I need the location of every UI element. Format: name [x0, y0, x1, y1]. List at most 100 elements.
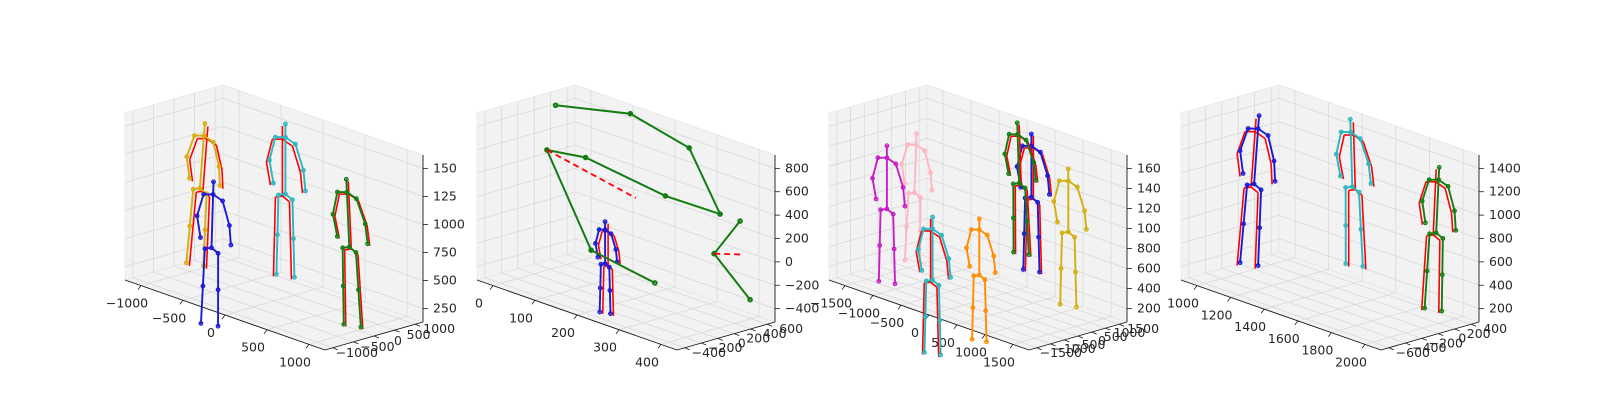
bone [917, 227, 925, 251]
joint-marker [923, 314, 928, 320]
bone [355, 197, 367, 225]
joint-marker [1343, 261, 1349, 267]
bone [204, 192, 208, 231]
x-gridline [900, 110, 1000, 306]
joint-marker [216, 164, 222, 169]
y-gridline [484, 110, 685, 349]
bone [1426, 232, 1431, 272]
joint-marker [1237, 148, 1243, 154]
skeleton-green-joints [1419, 164, 1459, 314]
x-tick-label: 1600 [1268, 331, 1300, 346]
y-tick-mark [1036, 347, 1042, 351]
joint-marker [267, 157, 272, 163]
y-tick-mark [394, 329, 400, 333]
bone [1073, 236, 1077, 274]
joint-marker [873, 196, 879, 202]
skeleton-cyan [265, 121, 308, 280]
joint-marker [283, 134, 288, 140]
gt-bone [1026, 189, 1030, 224]
joint-marker [215, 287, 221, 293]
bone [210, 193, 215, 249]
skeleton-cyan-joints [915, 214, 953, 358]
joint-marker [273, 134, 278, 140]
bone [878, 208, 882, 247]
y-tick-mark [1091, 331, 1097, 335]
gt-bone [1250, 186, 1259, 194]
joint-marker [1028, 131, 1034, 137]
bone [277, 193, 287, 196]
bone [276, 193, 280, 236]
joint-marker [1037, 149, 1043, 155]
bone [1012, 182, 1021, 185]
gt-bone [1438, 240, 1441, 277]
bone-chain [545, 104, 722, 284]
bone [1273, 160, 1277, 183]
joint-marker [210, 139, 216, 145]
bone [905, 192, 910, 228]
bone [1367, 162, 1372, 185]
joint-marker [627, 110, 634, 117]
joint-marker [1445, 183, 1451, 189]
gt-bone [938, 236, 948, 261]
gt-bone [612, 292, 615, 316]
bone [357, 288, 362, 329]
bone [1428, 231, 1438, 235]
joint-marker [303, 188, 308, 194]
joint-marker [891, 246, 897, 252]
bone [294, 143, 305, 172]
joint-marker [930, 214, 935, 220]
x-tick-mark [897, 304, 902, 310]
joint-marker [593, 240, 598, 246]
bone [1052, 179, 1061, 203]
gt-bone [1039, 239, 1043, 275]
joint-marker [215, 250, 221, 256]
y-tick-mark [1421, 337, 1427, 341]
x-tick-mark [531, 300, 536, 305]
joint-marker [346, 244, 352, 250]
gt-bone [597, 231, 603, 246]
joint-marker [878, 207, 883, 213]
bone [188, 188, 195, 227]
joint-marker [1265, 133, 1271, 138]
gt-bone [188, 138, 199, 160]
bone [992, 255, 997, 274]
z-gridline [124, 97, 424, 169]
joint-marker [890, 211, 896, 217]
bone [1239, 127, 1250, 152]
x-tick-mark [221, 314, 226, 320]
y-gridline [850, 106, 1051, 345]
joint-marker [914, 131, 919, 137]
z-tick-label: 600 [1137, 261, 1161, 276]
z-tick-label: 100 [1137, 220, 1161, 235]
x-gridline [984, 139, 1084, 335]
skeleton-green [544, 102, 753, 303]
joint-marker [900, 185, 906, 190]
gt-bone [936, 287, 939, 323]
joint-marker [905, 142, 910, 148]
z-tick-label: 400 [785, 207, 809, 222]
gt-bone [299, 172, 304, 194]
bone [608, 289, 612, 315]
z-tick-label: 0 [785, 254, 793, 269]
z-gridline [476, 191, 776, 263]
y-tick-mark [701, 342, 707, 346]
gt-bone [597, 245, 602, 260]
joint-marker [1037, 269, 1042, 275]
bone [1435, 178, 1440, 234]
y-tick-label: 1000 [423, 321, 455, 336]
gt-bone [1338, 134, 1345, 158]
y-gridline [194, 93, 395, 331]
joint-marker [938, 352, 944, 358]
x-tick-label: −1000 [106, 296, 148, 311]
gt-bone [1432, 234, 1441, 242]
bone [1359, 228, 1364, 268]
z-tick-label: −400 [785, 301, 819, 316]
y-tick-label: 400 [763, 326, 787, 341]
bone [903, 225, 908, 262]
joint-marker [1058, 266, 1064, 271]
bone [275, 233, 279, 276]
joint-marker [922, 350, 927, 355]
joint-marker [1427, 231, 1432, 237]
gt-bone [188, 228, 194, 266]
x-tick-mark [1328, 332, 1332, 337]
